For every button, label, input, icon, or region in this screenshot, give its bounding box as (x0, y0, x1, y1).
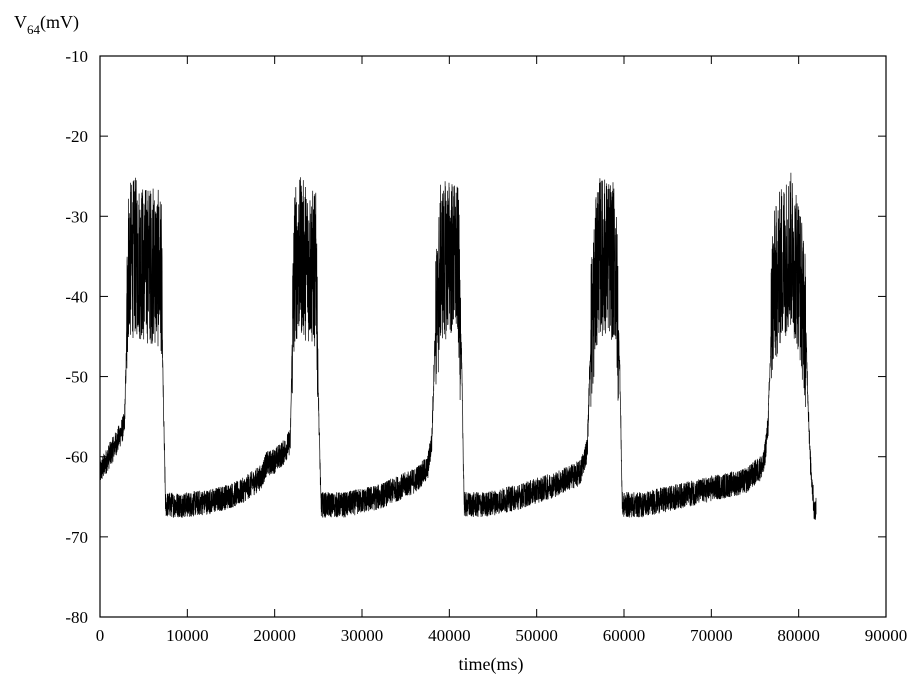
x-tick-label: 0 (96, 626, 105, 645)
x-tick-label: 30000 (341, 626, 384, 645)
x-tick-label: 10000 (166, 626, 209, 645)
y-tick-label: -40 (65, 287, 88, 306)
series-group (99, 172, 817, 520)
x-tick-label: 70000 (690, 626, 733, 645)
voltage-trace-line (99, 172, 817, 520)
x-tick-label: 50000 (515, 626, 558, 645)
plot-frame (99, 55, 887, 618)
y-tick-label: -50 (65, 368, 88, 387)
x-ticks: 0 10000 20000 30000 40000 50000 60000 70000 8000… (96, 56, 908, 645)
y-ticks: -80 -70 -60 -50 -40 -30 -20 -10 (65, 47, 886, 627)
y-axis-title-main: V (14, 12, 27, 32)
y-tick-label: -30 (65, 207, 88, 226)
x-tick-label: 60000 (603, 626, 646, 645)
y-tick-label: -70 (65, 528, 88, 547)
x-tick-label: 90000 (865, 626, 908, 645)
y-tick-label: -20 (65, 127, 88, 146)
y-axis-title: V64(mV) (14, 12, 79, 37)
x-axis-title: time(ms) (459, 654, 524, 675)
x-tick-label: 80000 (777, 626, 820, 645)
y-tick-label: -80 (65, 608, 88, 627)
x-tick-label: 20000 (253, 626, 296, 645)
y-axis-title-unit: (mV) (40, 12, 79, 33)
y-axis-title-subscript: 64 (27, 22, 41, 37)
y-tick-label: -60 (65, 448, 88, 467)
x-tick-label: 40000 (428, 626, 471, 645)
y-tick-label: -10 (65, 47, 88, 66)
